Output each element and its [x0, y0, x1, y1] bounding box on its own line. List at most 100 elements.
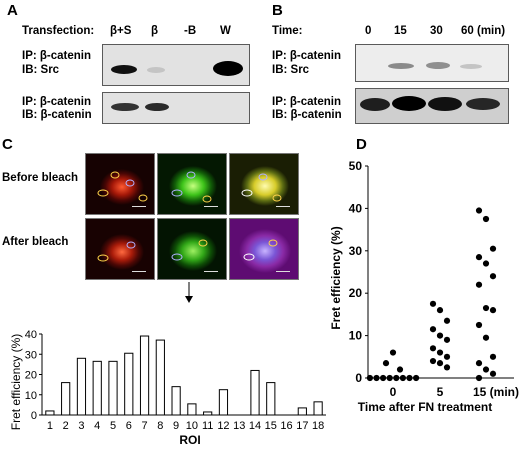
d-y-tick-label: 10: [349, 329, 363, 343]
c-bar: [297, 407, 307, 416]
d-y-tick-label: 30: [349, 244, 363, 258]
d-x-axis-label: Time after FN treatment: [358, 400, 492, 414]
lane-label-w: W: [220, 25, 231, 37]
c-x-axis-label: ROI: [179, 433, 200, 447]
c-y-tick-label: 30: [25, 349, 37, 361]
c-bar: [218, 389, 229, 416]
d-y-tick-label: 50: [349, 159, 363, 173]
c-x-tick-label: 18: [312, 420, 324, 432]
d-x-tick-label: 5: [437, 385, 444, 399]
c-bar: [250, 369, 260, 416]
c-x-tick-label: 12: [217, 420, 229, 432]
d-point: [396, 366, 404, 373]
c-x-tick-label: 9: [173, 420, 179, 432]
lane-label-b: β: [151, 25, 159, 37]
d-point: [489, 307, 497, 314]
band: [111, 65, 137, 74]
band: [428, 97, 462, 111]
d-x-tick-label: 15 (min): [473, 385, 519, 399]
band: [466, 98, 500, 110]
c-x-tick-label: 10: [186, 420, 198, 432]
blot-b1-ip-label: IP: β-catenin: [272, 50, 341, 62]
d-y-tick-label: 40: [349, 201, 363, 215]
d-point: [413, 374, 420, 382]
panel-a-letter: A: [7, 2, 18, 19]
band: [147, 67, 165, 73]
d-point: [429, 345, 437, 352]
d-point: [475, 374, 483, 382]
c-bar: [92, 360, 102, 416]
c-y-tick-label: 20: [25, 370, 37, 382]
d-point: [475, 360, 483, 367]
band: [388, 63, 414, 69]
d-point: [489, 370, 497, 377]
blot-a2-ib-label: IB: β-catenin: [22, 109, 92, 121]
d-point: [443, 353, 451, 360]
c-x-tick-label: 5: [110, 420, 116, 432]
d-point: [406, 374, 413, 382]
c-bar: [155, 339, 165, 416]
c-bar: [76, 357, 87, 416]
blot-b1: [355, 44, 509, 82]
micrograph-merge-before: [229, 153, 299, 215]
c-x-tick-label: 8: [157, 420, 163, 432]
micrograph-green-after: [157, 218, 227, 280]
time-lane-30: 30: [430, 25, 443, 37]
time-lane-60: 60 (min): [461, 25, 506, 37]
blot-b2: [355, 88, 509, 124]
d-point: [482, 260, 490, 267]
c-x-tick-label: 17: [296, 420, 308, 432]
c-bar: [45, 410, 55, 416]
panel-b-letter: B: [272, 2, 283, 19]
blot-a2-ip-label: IP: β-catenin: [22, 96, 91, 108]
band: [213, 61, 243, 76]
band: [145, 103, 169, 111]
time-label: Time:: [272, 25, 303, 37]
micrograph-red-before: [85, 153, 155, 215]
d-point: [489, 273, 497, 280]
c-x-tick-label: 13: [233, 420, 245, 432]
d-point: [475, 321, 483, 329]
band: [426, 62, 450, 69]
blot-a1-ib-label: IB: Src: [22, 64, 60, 76]
blot-a2: [102, 92, 250, 124]
d-point: [373, 374, 380, 382]
c-x-tick-label: 4: [94, 420, 100, 432]
d-point: [380, 374, 387, 382]
c-x-tick-label: 2: [63, 420, 69, 432]
d-point: [475, 254, 483, 261]
c-bar: [171, 386, 181, 416]
blot-b1-ib-label: IB: Src: [272, 64, 310, 76]
d-point: [482, 215, 490, 223]
blot-a1: [102, 44, 250, 86]
c-x-tick-label: 3: [78, 420, 84, 432]
fret-scatter-chart: Fret efficiency (%) Time after FN treatm…: [329, 159, 519, 414]
d-point: [436, 360, 444, 367]
c-bar: [124, 352, 134, 416]
d-point: [482, 366, 490, 373]
panel-c-letter: C: [2, 136, 13, 153]
d-point: [366, 374, 373, 382]
c-bar: [61, 382, 71, 416]
blot-b2-ip-label: IP: β-catenin: [272, 96, 341, 108]
panel-d-letter: D: [356, 136, 367, 153]
down-arrow-icon: [185, 282, 193, 303]
d-point: [475, 281, 483, 288]
c-bar: [313, 401, 323, 416]
c-y-tick-label: 40: [25, 329, 37, 341]
band: [111, 103, 139, 111]
time-lane-0: 0: [365, 25, 372, 37]
time-lane-15: 15: [394, 25, 407, 37]
roi-overlay: [97, 171, 282, 262]
c-x-tick-label: 7: [141, 420, 147, 432]
d-y-tick-label: 0: [355, 371, 362, 385]
d-point: [429, 357, 437, 365]
band: [392, 96, 426, 111]
band: [360, 98, 390, 111]
d-y-axis-label: Fret efficiency (%): [329, 226, 343, 329]
micrograph-fret-after: [229, 218, 299, 280]
d-point: [389, 349, 397, 356]
d-point: [429, 300, 437, 307]
after-bleach-label: After bleach: [2, 236, 69, 248]
